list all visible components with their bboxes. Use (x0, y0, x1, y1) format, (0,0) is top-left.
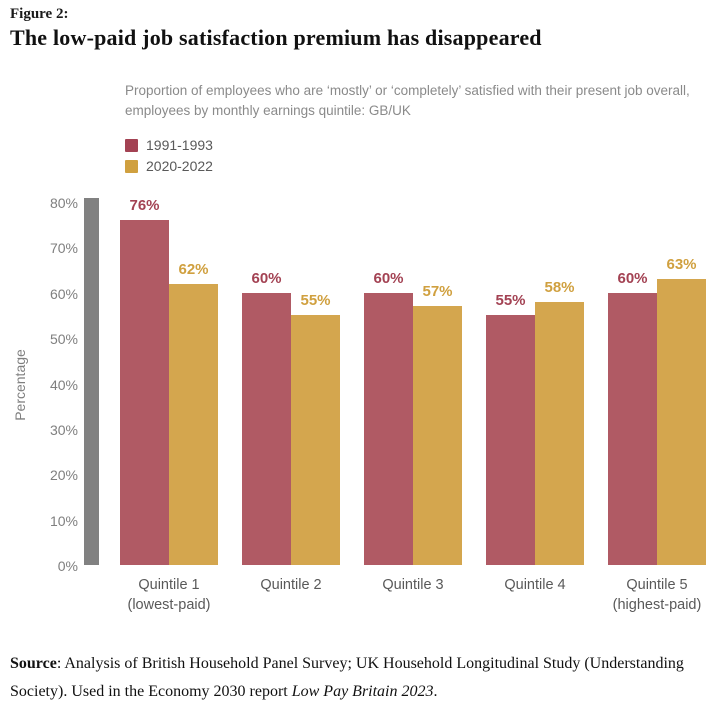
bar-value-label: 76% (129, 197, 160, 215)
y-axis-tick-label: 30% (49, 421, 78, 438)
legend-item-1991-1993: 1991-1993 (125, 137, 213, 153)
bar-2020-2022-quintile-2 (291, 315, 340, 565)
chart-subtitle: Proportion of employees who are ‘mostly’… (125, 83, 690, 119)
y-axis-tick-label: 80% (49, 195, 78, 211)
y-axis-bar (84, 198, 99, 565)
bar-value-label: 58% (544, 278, 575, 296)
x-axis-category-label: Quintile 3 (382, 577, 444, 593)
bar-1991-1993-quintile-1 (120, 220, 169, 565)
bar-value-label: 62% (178, 260, 209, 278)
bar-chart: Percentage 0% 10% 20% 30% 40% 50% 60% 70% 80% 76%… (0, 185, 720, 645)
bar-2020-2022-quintile-1 (169, 283, 218, 565)
bar-value-label: 60% (373, 269, 404, 287)
y-axis-tick-label: 60% (49, 285, 78, 302)
y-axis-tick-label: 10% (49, 512, 78, 529)
x-axis-category-label: Quintile 4 (504, 577, 566, 593)
legend-label: 1991-1993 (146, 137, 213, 153)
x-axis-category-label: Quintile 2 (260, 577, 322, 593)
bar-2020-2022-quintile-3 (413, 306, 462, 565)
source-report-title: Low Pay Britain 2023 (291, 683, 434, 700)
y-axis-tick-label: 40% (49, 376, 78, 393)
x-axis-category-label: Quintile 1 (lowest-paid) (127, 577, 211, 614)
bar-value-label: 60% (617, 269, 648, 287)
source-text: : Analysis of British Household Panel Su… (10, 655, 684, 700)
bar-value-label: 63% (666, 256, 697, 274)
bar-value-label: 55% (495, 292, 526, 310)
bar-value-label: 60% (251, 269, 282, 287)
y-axis-tick-label: 70% (49, 240, 78, 257)
bar-value-label: 55% (300, 292, 331, 310)
legend-swatch-icon (125, 138, 138, 152)
source-label: Source (10, 655, 57, 672)
bar-value-label: 57% (422, 283, 453, 301)
x-axis-category-label: Quintile 5 (highest-paid) (612, 577, 702, 614)
bar-1991-1993-quintile-3 (364, 292, 413, 565)
y-axis-tick-label: 0% (57, 558, 78, 574)
bar-2020-2022-quintile-4 (535, 301, 584, 565)
y-axis-tick-label: 50% (49, 331, 78, 348)
legend-swatch-icon (125, 159, 138, 173)
legend-label: 2020-2022 (146, 158, 213, 174)
bar-1991-1993-quintile-5 (608, 292, 657, 565)
bar-1991-1993-quintile-2 (242, 292, 291, 565)
bar-1991-1993-quintile-4 (486, 315, 535, 565)
legend-item-2020-2022: 2020-2022 (125, 158, 213, 174)
y-axis-tick-label: 20% (49, 467, 78, 484)
page-title: The low-paid job satisfaction premium ha… (10, 25, 542, 50)
bar-2020-2022-quintile-5 (657, 279, 706, 565)
source-period: . (433, 683, 438, 700)
source-note: Source: Analysis of British Household Pa… (10, 650, 706, 706)
figure-number-label: Figure 2: (10, 6, 69, 22)
chart-legend: 1991-1993 2020-2022 (125, 137, 213, 179)
